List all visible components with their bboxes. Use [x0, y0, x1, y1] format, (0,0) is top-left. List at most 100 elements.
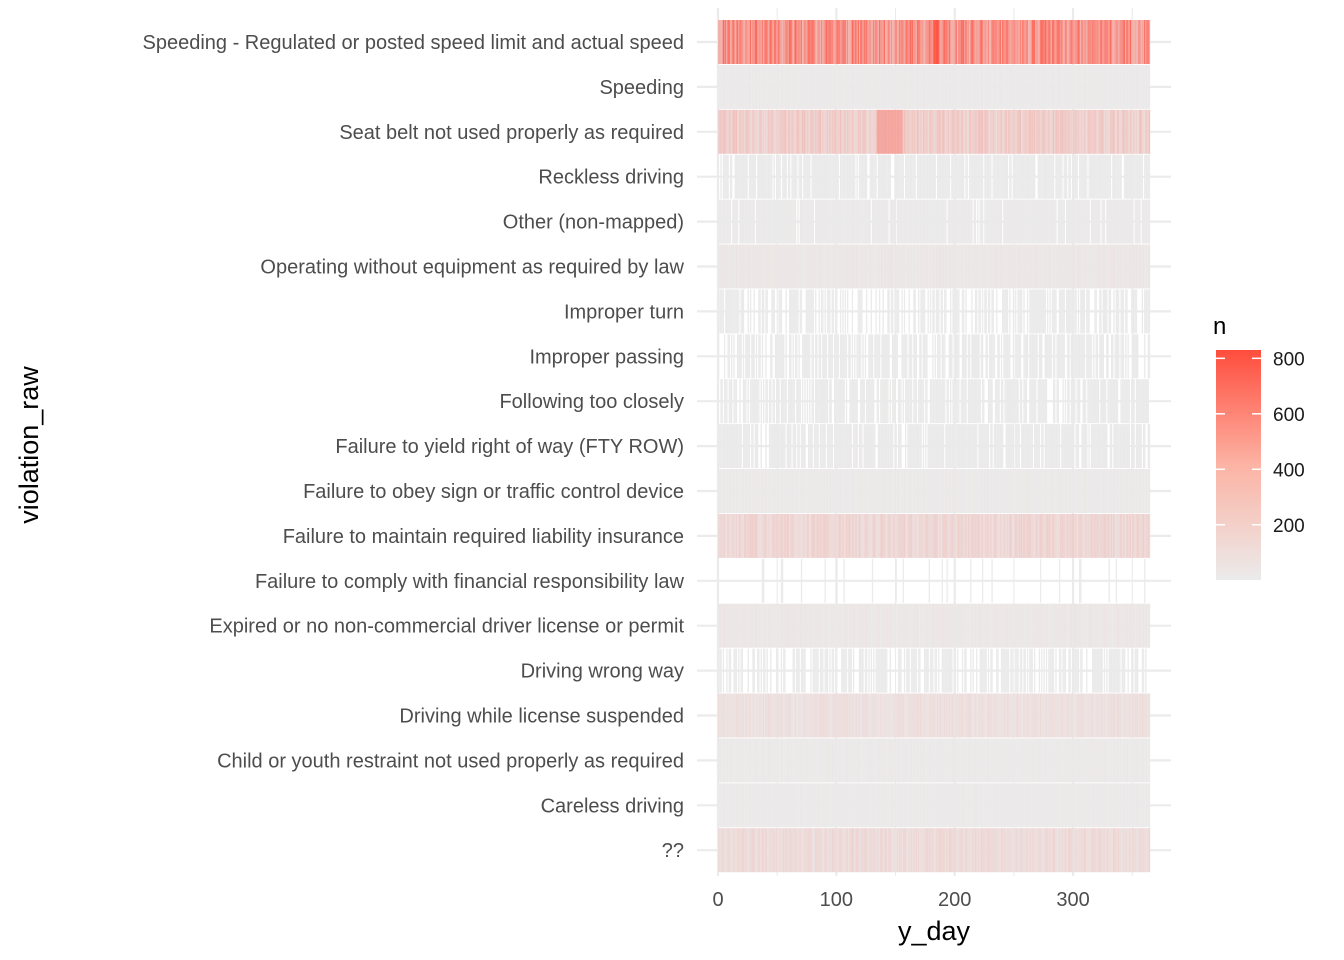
- heatmap-cell: [967, 244, 970, 289]
- heatmap-cell: [888, 289, 890, 334]
- heatmap-cell: [1070, 20, 1073, 64]
- heatmap-cell: [738, 109, 740, 154]
- heatmap-cell: [1132, 648, 1134, 693]
- heatmap-cell: [881, 64, 883, 109]
- heatmap-cell: [940, 109, 942, 154]
- heatmap-cell: [1031, 424, 1033, 469]
- heatmap-cell: [800, 20, 803, 64]
- heatmap-cell: [1144, 20, 1146, 64]
- heatmap-cell: [945, 603, 947, 648]
- heatmap-cell: [909, 20, 912, 64]
- heatmap-cell: [1081, 648, 1083, 693]
- heatmap-cell: [809, 603, 811, 648]
- heatmap-cell: [790, 64, 792, 109]
- heatmap-cell: [1041, 379, 1043, 424]
- heatmap-cell: [1097, 199, 1100, 244]
- heatmap-cell: [952, 603, 954, 648]
- heatmap-cell: [1069, 199, 1071, 244]
- heatmap-cell: [1103, 64, 1106, 109]
- heatmap-cell: [752, 20, 754, 64]
- heatmap-cell: [877, 648, 880, 693]
- heatmap-cell: [1128, 379, 1131, 424]
- heatmap-cell: [893, 20, 895, 64]
- heatmap-cell: [1018, 603, 1020, 648]
- heatmap-cell: [753, 379, 755, 424]
- heatmap-cell: [729, 424, 732, 469]
- heatmap-cell: [931, 244, 933, 289]
- heatmap-cell: [860, 603, 862, 648]
- heatmap-cell: [847, 154, 849, 199]
- heatmap-cell: [1038, 648, 1041, 693]
- heatmap-cell: [727, 244, 729, 289]
- heatmap-cell: [1005, 603, 1007, 648]
- heatmap-cell: [914, 379, 916, 424]
- heatmap-cell: [1070, 64, 1073, 109]
- heatmap-cell: [778, 424, 780, 469]
- heatmap-cell: [915, 424, 917, 469]
- heatmap-cell: [738, 20, 740, 64]
- heatmap-cell: [1019, 648, 1022, 693]
- heatmap-cell: [734, 738, 736, 783]
- heatmap-cell: [780, 289, 783, 334]
- heatmap-cell: [1107, 693, 1109, 738]
- heatmap-cell: [722, 289, 725, 334]
- heatmap-cell: [755, 20, 758, 64]
- heatmap-cell: [1069, 154, 1071, 199]
- heatmap-cell: [755, 693, 758, 738]
- heatmap-cell: [1022, 469, 1024, 513]
- heatmap-cell: [882, 20, 884, 64]
- heatmap-cell: [828, 334, 830, 379]
- heatmap-cell: [1110, 199, 1113, 244]
- heatmap-cell: [792, 244, 794, 289]
- heatmap-cell: [887, 334, 889, 379]
- heatmap-cell: [843, 334, 845, 379]
- heatmap-cell: [1090, 154, 1093, 199]
- heatmap-cell: [811, 379, 813, 424]
- heatmap-cell: [1078, 379, 1081, 424]
- heatmap-cell: [1090, 64, 1093, 109]
- heatmap-cell: [1041, 334, 1043, 379]
- heatmap-cell: [922, 244, 925, 289]
- heatmap-cell: [884, 64, 887, 109]
- heatmap-cell: [916, 603, 919, 648]
- heatmap-cell: [812, 334, 815, 379]
- heatmap-cell: [855, 20, 857, 64]
- heatmap-cell: [1082, 154, 1084, 199]
- heatmap-cell: [903, 199, 906, 244]
- heatmap-cell: [886, 603, 888, 648]
- heatmap-cell: [915, 199, 917, 244]
- heatmap-cell: [910, 109, 913, 154]
- heatmap-cell: [882, 244, 884, 289]
- heatmap-cell: [1063, 289, 1065, 334]
- heatmap-cell: [922, 334, 925, 379]
- heatmap-cell: [760, 109, 762, 154]
- heatmap-cell: [948, 64, 951, 109]
- heatmap-cell: [798, 693, 800, 738]
- heatmap-cell: [825, 64, 828, 109]
- heatmap-cell: [823, 469, 825, 513]
- heatmap-cell: [729, 648, 732, 693]
- heatmap-cell: [868, 513, 870, 558]
- heatmap-cell: [778, 289, 780, 334]
- heatmap-cell: [1125, 513, 1127, 558]
- heatmap-cell: [862, 603, 864, 648]
- heatmap-cell: [1052, 244, 1055, 289]
- heatmap-cell: [1123, 379, 1126, 424]
- heatmap-cell: [865, 64, 868, 109]
- heatmap-cell: [916, 109, 919, 154]
- heatmap-cell: [720, 64, 722, 109]
- heatmap-cell: [722, 20, 725, 64]
- heatmap-cell: [1074, 603, 1076, 648]
- heatmap-cell: [1094, 693, 1096, 738]
- heatmap-cell: [1057, 154, 1060, 199]
- heatmap-cell: [802, 603, 804, 648]
- heatmap-cell: [897, 64, 900, 109]
- heatmap-cell: [908, 199, 910, 244]
- heatmap-cell: [844, 648, 846, 693]
- heatmap-cell: [929, 513, 932, 558]
- heatmap-cell: [951, 109, 953, 154]
- heatmap-cell: [796, 64, 798, 109]
- heatmap-cell: [1018, 244, 1020, 289]
- heatmap-cell: [1092, 469, 1094, 513]
- heatmap-cell: [957, 154, 959, 199]
